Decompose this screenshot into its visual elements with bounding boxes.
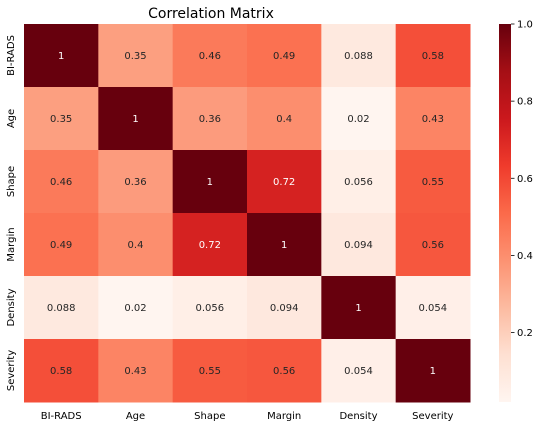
heatmap-cell <box>395 213 471 277</box>
heatmap-cell <box>98 87 174 151</box>
heatmap-cell <box>172 213 248 277</box>
cell-value-label: 0.4 <box>276 114 292 125</box>
y-tick-label: Shape <box>6 166 17 197</box>
heatmap-cell <box>321 339 397 403</box>
colorbar <box>499 24 511 402</box>
heatmap-cell <box>172 87 248 151</box>
x-axis-tick-labels: BI-RADS Age Shape Margin Density Severity <box>41 411 454 422</box>
cell-value-label: 0.58 <box>422 51 444 62</box>
heatmap-cell <box>247 213 322 277</box>
heatmap-cell <box>395 87 471 151</box>
x-tick-label: Density <box>339 411 377 422</box>
cell-value-label: 0.55 <box>422 177 444 188</box>
colorbar-tick-label: 0.6 <box>517 174 533 185</box>
colorbar-tick-label: 0.4 <box>517 251 533 262</box>
heatmap-cell <box>98 276 174 340</box>
cell-value-label: 1 <box>132 114 138 125</box>
x-tick-label: Severity <box>412 411 453 422</box>
cell-value-label: 0.094 <box>344 240 373 251</box>
heatmap-cell <box>24 276 99 340</box>
heatmap-cell <box>321 213 397 277</box>
heatmap-cell <box>98 339 174 403</box>
cell-value-label: 0.56 <box>273 366 295 377</box>
heatmap-cell <box>321 87 397 151</box>
cell-value-label: 0.58 <box>50 366 72 377</box>
x-tick-label: BI-RADS <box>41 411 82 422</box>
cell-value-label: 0.72 <box>199 240 221 251</box>
heatmap-cell <box>321 150 397 214</box>
colorbar-ticks: 0.2 0.4 0.6 0.8 1.0 <box>511 20 533 339</box>
heatmap-cell <box>98 24 174 88</box>
y-tick-label: Age <box>6 109 17 128</box>
cell-value-label: 0.72 <box>273 177 295 188</box>
heatmap-cell <box>172 339 248 403</box>
cell-value-label: 0.46 <box>199 51 221 62</box>
cell-value-label: 1 <box>430 366 436 377</box>
heatmap-cell <box>395 339 471 403</box>
heatmap-cell <box>395 24 471 88</box>
cell-value-label: 0.4 <box>128 240 144 251</box>
cell-value-label: 0.054 <box>344 366 373 377</box>
heatmap-cell <box>24 24 99 88</box>
cell-value-label: 0.088 <box>344 51 373 62</box>
cell-value-label: 1 <box>281 240 287 251</box>
heatmap-cell <box>172 24 248 88</box>
cell-value-label: 1 <box>58 51 64 62</box>
cell-value-label: 0.02 <box>347 114 369 125</box>
cell-value-label: 1 <box>207 177 213 188</box>
cell-value-label: 0.35 <box>50 114 72 125</box>
y-tick-label: BI-RADS <box>6 35 17 76</box>
colorbar-tick-label: 1.0 <box>517 20 533 31</box>
heatmap-cell <box>247 87 322 151</box>
colorbar-tick-label: 0.8 <box>517 97 533 108</box>
heatmap-cell <box>247 276 322 340</box>
y-tick-label: Density <box>6 288 17 326</box>
colorbar-tick-label: 0.2 <box>517 328 533 339</box>
cell-value-label: 0.49 <box>273 51 295 62</box>
cell-value-label: 0.49 <box>50 240 72 251</box>
heatmap-cell <box>98 150 174 214</box>
cell-value-label: 0.094 <box>270 303 299 314</box>
x-tick-label: Shape <box>194 411 225 422</box>
x-tick-label: Age <box>126 411 145 422</box>
cell-value-label: 0.088 <box>47 303 76 314</box>
heatmap-cell <box>395 150 471 214</box>
cell-value-label: 0.054 <box>419 303 448 314</box>
cell-value-label: 0.46 <box>50 177 72 188</box>
cell-value-label: 0.56 <box>422 240 444 251</box>
y-tick-label: Severity <box>6 350 17 391</box>
heatmap-cell <box>24 150 99 214</box>
heatmap-cell <box>172 150 248 214</box>
heatmap-cell <box>321 24 397 88</box>
y-tick-label: Margin <box>6 227 17 261</box>
chart-title: Correlation Matrix <box>148 6 274 22</box>
heatmap-cell <box>24 87 99 151</box>
heatmap-cell <box>247 24 322 88</box>
cell-value-label: 1 <box>355 303 361 314</box>
cell-value-label: 0.056 <box>344 177 373 188</box>
cell-value-label: 0.056 <box>196 303 225 314</box>
cell-value-label: 0.02 <box>124 303 146 314</box>
heatmap-cell <box>247 150 322 214</box>
cell-value-label: 0.43 <box>422 114 444 125</box>
cell-value-label: 0.35 <box>124 51 146 62</box>
heatmap-cell-labels: 1 0.35 0.46 0.49 0.088 0.58 0.35 1 0.36 0.4 0.02 0.… <box>47 51 447 377</box>
heatmap-cell <box>98 213 174 277</box>
y-axis-tick-labels: BI-RADS Age Shape Margin Density Severity <box>6 35 17 391</box>
heatmap-cell <box>247 339 322 403</box>
heatmap-cell <box>24 339 99 403</box>
cell-value-label: 0.36 <box>199 114 221 125</box>
heatmap-cells <box>24 24 471 403</box>
heatmap-cell <box>172 276 248 340</box>
cell-value-label: 0.43 <box>124 366 146 377</box>
heatmap-cell <box>24 213 99 277</box>
cell-value-label: 0.36 <box>124 177 146 188</box>
x-tick-label: Margin <box>267 411 301 422</box>
heatmap-cell <box>321 276 397 340</box>
heatmap-cell <box>395 276 471 340</box>
cell-value-label: 0.55 <box>199 366 221 377</box>
